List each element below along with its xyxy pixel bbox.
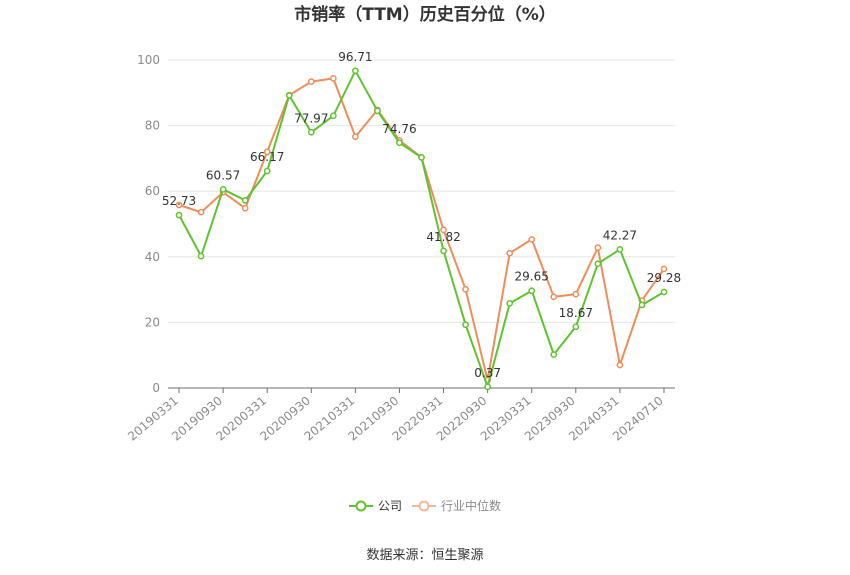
data-point[interactable]	[241, 204, 249, 212]
series-line-0	[178, 69, 665, 388]
data-label: 18.67	[559, 306, 593, 320]
data-label: 77.97	[294, 111, 328, 125]
data-point[interactable]	[329, 75, 337, 82]
data-point[interactable]	[197, 208, 205, 216]
series-line-1	[178, 77, 665, 382]
data-point[interactable]	[263, 167, 271, 175]
data-point[interactable]	[506, 249, 514, 257]
y-tick-label: 40	[145, 250, 160, 264]
data-point[interactable]	[352, 67, 359, 75]
data-point[interactable]	[462, 285, 469, 293]
data-point[interactable]	[550, 293, 558, 301]
data-point[interactable]	[329, 112, 337, 120]
data-point[interactable]	[660, 288, 668, 296]
legend-swatch-marker	[355, 500, 367, 512]
legend-label: 公司	[378, 499, 402, 513]
data-label: 74.76	[382, 122, 416, 136]
data-point[interactable]	[374, 107, 381, 115]
chart-title: 市销率（TTM）历史百分位（%）	[294, 4, 556, 25]
data-point[interactable]	[528, 236, 536, 243]
data-point[interactable]	[484, 383, 491, 391]
data-point[interactable]	[616, 361, 624, 369]
legend-item-1[interactable]: 行业中位数	[412, 498, 501, 513]
data-label: 60.57	[206, 168, 240, 182]
data-point[interactable]	[616, 246, 624, 253]
data-point[interactable]	[528, 287, 536, 295]
data-point[interactable]	[175, 201, 183, 209]
y-tick-label: 100	[137, 53, 160, 67]
grid	[168, 59, 675, 323]
data-label: 0.37	[474, 366, 501, 380]
y-tick-label: 20	[145, 315, 160, 329]
data-point[interactable]	[197, 252, 205, 260]
data-point[interactable]	[572, 323, 580, 331]
data-label: 29.28	[647, 271, 681, 285]
legend-swatch-marker	[418, 500, 430, 512]
data-point[interactable]	[307, 78, 315, 85]
data-point[interactable]	[175, 211, 183, 219]
axes: 0204060801002019033120190930202003312020…	[125, 53, 675, 444]
data-point[interactable]	[418, 154, 425, 161]
data-point[interactable]	[594, 260, 602, 268]
data-point[interactable]	[572, 290, 580, 298]
data-point[interactable]	[660, 265, 668, 273]
data-point[interactable]	[396, 139, 403, 147]
data-point[interactable]	[506, 300, 514, 307]
data-point[interactable]	[352, 133, 359, 141]
legend-item-0[interactable]: 公司	[349, 499, 402, 513]
data-point[interactable]	[219, 185, 227, 193]
data-label: 66.17	[250, 150, 284, 164]
data-label: 52.73	[162, 194, 196, 208]
data-labels: 52.73 60.57 66.17 77.97 96.71 74.76 41.82 0.37 2…	[162, 50, 681, 380]
data-point[interactable]	[638, 301, 646, 309]
data-label: 42.27	[603, 228, 637, 242]
y-tick-label: 80	[145, 119, 160, 133]
data-point[interactable]	[263, 148, 271, 156]
data-point[interactable]	[440, 247, 447, 255]
legend-label: 行业中位数	[441, 498, 501, 513]
data-point[interactable]	[307, 128, 315, 136]
data-label: 96.71	[338, 50, 372, 64]
data-label: 41.82	[426, 230, 460, 244]
legend[interactable]: 公司 行业中位数	[349, 498, 501, 513]
y-tick-label: 60	[145, 184, 160, 198]
y-tick-label: 0	[152, 381, 160, 395]
series-group	[175, 67, 668, 391]
data-point[interactable]	[285, 92, 293, 99]
data-label: 29.65	[515, 270, 549, 284]
data-point[interactable]	[241, 197, 249, 204]
source-note: 数据来源：恒生聚源	[366, 548, 483, 563]
data-point[interactable]	[594, 244, 602, 251]
data-point[interactable]	[462, 321, 469, 329]
data-point[interactable]	[440, 226, 447, 234]
data-point[interactable]	[550, 351, 558, 358]
